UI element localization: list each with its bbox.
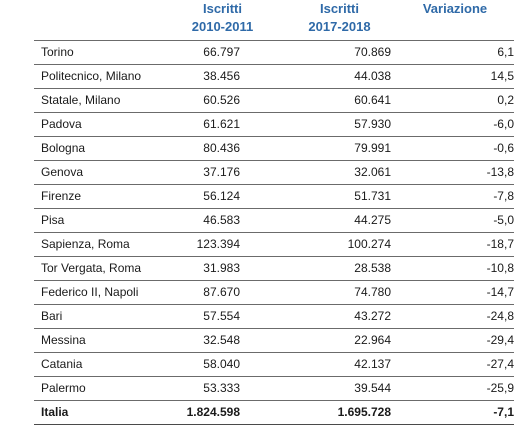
row-variazione: -25,9 [486, 381, 514, 395]
row-university-name: Pisa [41, 213, 65, 227]
row-iscritti-2010-2011: 38.456 [203, 69, 240, 83]
row-iscritti-2010-2011: 123.394 [196, 237, 240, 251]
row-iscritti-2010-2011: 60.526 [203, 93, 240, 107]
table-row: Catania 58.040 42.137 -27,4 [34, 353, 514, 377]
row-variazione: -29,4 [486, 333, 514, 347]
row-iscritti-2017-2018: 22.964 [354, 333, 391, 347]
header-iscritti-2010-2011: Iscritti 2010-2011 [175, 0, 270, 36]
table-row: Firenze 56.124 51.731 -7,8 [34, 185, 514, 209]
header-label: Iscritti [319, 1, 359, 16]
row-university-name: Genova [41, 165, 84, 179]
row-university-name: Statale, Milano [41, 93, 121, 107]
row-university-name: Bari [41, 309, 63, 323]
row-iscritti-2010-2011: 80.436 [203, 141, 240, 155]
row-university-name: Sapienza, Roma [41, 237, 130, 251]
row-variazione: -24,8 [486, 309, 514, 323]
header-label: Iscritti [202, 1, 242, 16]
table-row: Padova 61.621 57.930 -6,0 [34, 113, 514, 137]
row-iscritti-2017-2018: 43.272 [354, 309, 391, 323]
row-variazione: 6,1 [497, 45, 514, 59]
row-iscritti-2010-2011: 57.554 [203, 309, 240, 323]
table-total-row: Italia 1.824.598 1.695.728 -7,1 [34, 401, 514, 425]
table-row: Statale, Milano 60.526 60.641 0,2 [34, 89, 514, 113]
table-row: Pisa 46.583 44.275 -5,0 [34, 209, 514, 233]
table-row: Politecnico, Milano 38.456 44.038 14,5 [34, 65, 514, 89]
row-variazione: -0,6 [493, 141, 514, 155]
row-university-name: Tor Vergata, Roma [41, 261, 142, 275]
row-variazione: -6,0 [493, 117, 514, 131]
table-row: Bari 57.554 43.272 -24,8 [34, 305, 514, 329]
table-row: Messina 32.548 22.964 -29,4 [34, 329, 514, 353]
row-iscritti-2017-2018: 60.641 [354, 93, 391, 107]
row-university-name: Catania [41, 357, 83, 371]
header-variazione: Variazione [400, 0, 510, 18]
row-variazione: -10,8 [486, 261, 514, 275]
table-row: Genova 37.176 32.061 -13,8 [34, 161, 514, 185]
row-iscritti-2010-2011: 31.983 [203, 261, 240, 275]
table-row: Bologna 80.436 79.991 -0,6 [34, 137, 514, 161]
row-iscritti-2017-2018: 44.038 [354, 69, 391, 83]
header-years: 2010-2011 [191, 19, 254, 34]
row-university-name: Torino [41, 45, 74, 59]
row-university-name: Firenze [41, 189, 82, 203]
row-university-name: Politecnico, Milano [41, 69, 142, 83]
table-row: Torino 66.797 70.869 6,1 [34, 41, 514, 65]
row-iscritti-2017-2018: 42.137 [354, 357, 391, 371]
header-label: Variazione [422, 1, 488, 16]
row-iscritti-2010-2011: 61.621 [203, 117, 240, 131]
row-iscritti-2017-2018: 28.538 [354, 261, 391, 275]
row-variazione: -7,1 [493, 405, 514, 419]
row-variazione: -27,4 [486, 357, 514, 371]
row-iscritti-2017-2018: 39.544 [354, 381, 391, 395]
table-row: Palermo 53.333 39.544 -25,9 [34, 377, 514, 401]
header-years: 2017-2018 [308, 19, 371, 34]
table-row: Federico II, Napoli 87.670 74.780 -14,7 [34, 281, 514, 305]
row-university-name: Palermo [41, 381, 86, 395]
row-university-name: Federico II, Napoli [41, 285, 139, 299]
row-variazione: -13,8 [486, 165, 514, 179]
table-header: Iscritti 2010-2011 Iscritti 2017-2018 Va… [0, 0, 524, 40]
row-university-name: Padova [41, 117, 82, 131]
row-iscritti-2010-2011: 66.797 [203, 45, 240, 59]
row-iscritti-2010-2011: 37.176 [203, 165, 240, 179]
table-body: Torino 66.797 70.869 6,1 Politecnico, Milano… [34, 40, 514, 425]
row-iscritti-2010-2011: 87.670 [203, 285, 240, 299]
row-variazione: 0,2 [497, 93, 514, 107]
row-variazione: 14,5 [490, 69, 514, 83]
row-variazione: -7,8 [493, 189, 514, 203]
row-iscritti-2010-2011: 53.333 [203, 381, 240, 395]
row-iscritti-2017-2018: 57.930 [354, 117, 391, 131]
row-iscritti-2017-2018: 100.274 [347, 237, 391, 251]
row-iscritti-2017-2018: 44.275 [354, 213, 391, 227]
row-iscritti-2017-2018: 79.991 [354, 141, 391, 155]
row-iscritti-2017-2018: 74.780 [354, 285, 391, 299]
row-iscritti-2010-2011: 1.824.598 [186, 405, 240, 419]
row-variazione: -5,0 [493, 213, 514, 227]
row-university-name: Bologna [41, 141, 86, 155]
row-iscritti-2010-2011: 32.548 [203, 333, 240, 347]
row-iscritti-2010-2011: 58.040 [203, 357, 240, 371]
table-row: Sapienza, Roma 123.394 100.274 -18,7 [34, 233, 514, 257]
row-iscritti-2010-2011: 46.583 [203, 213, 240, 227]
row-iscritti-2017-2018: 1.695.728 [337, 405, 391, 419]
row-iscritti-2010-2011: 56.124 [203, 189, 240, 203]
row-iscritti-2017-2018: 32.061 [354, 165, 391, 179]
row-iscritti-2017-2018: 70.869 [354, 45, 391, 59]
row-university-name: Messina [41, 333, 86, 347]
header-iscritti-2017-2018: Iscritti 2017-2018 [287, 0, 392, 36]
row-university-name: Italia [41, 405, 69, 419]
row-variazione: -14,7 [486, 285, 514, 299]
row-iscritti-2017-2018: 51.731 [354, 189, 391, 203]
row-variazione: -18,7 [486, 237, 514, 251]
table-row: Tor Vergata, Roma 31.983 28.538 -10,8 [34, 257, 514, 281]
